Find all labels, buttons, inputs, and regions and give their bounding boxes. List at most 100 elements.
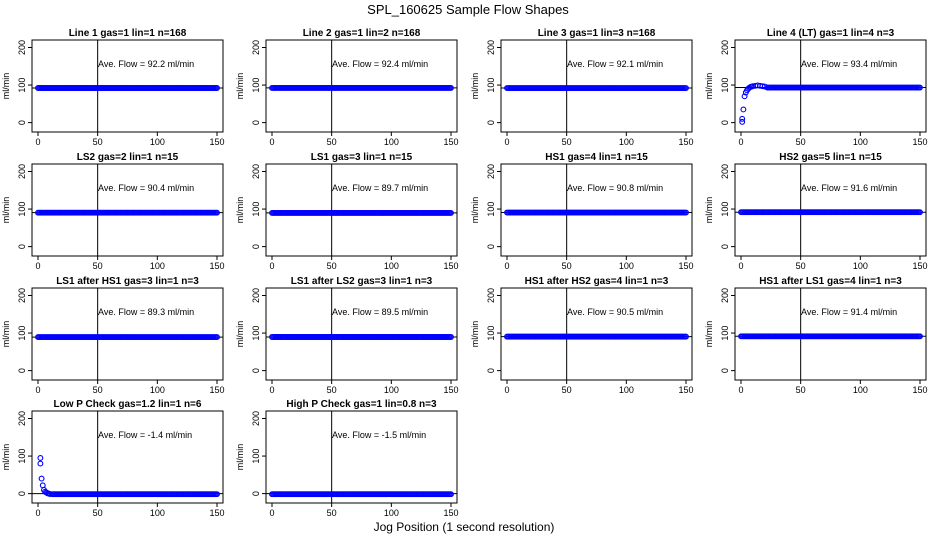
plot-frame [734,287,927,381]
y-tick-label: 200 [251,40,261,55]
x-tick-label: 50 [327,137,337,147]
y-tick-label: 100 [251,202,261,217]
panel-12: HS1 after LS1 gas=4 lin=1 n=3 ml/min 0 100 2… [704,276,928,395]
average-flow-annotation: Ave. Flow = 91.4 ml/min [801,307,897,317]
average-flow-annotation: Ave. Flow = 90.4 ml/min [98,183,194,193]
data-point [739,118,746,125]
x-tick-label: 150 [443,261,458,271]
y-tick-label: 200 [251,164,261,179]
y-tick-label: 200 [17,40,27,55]
panel-title: HS2 gas=5 lin=1 n=15 [779,152,882,163]
x-tick-label: 100 [384,508,399,518]
y-axis-label: ml/min [704,73,714,100]
y-axis-label: ml/min [470,197,480,224]
x-tick-label: 100 [853,261,868,271]
x-tick-label: 100 [384,137,399,147]
x-tick-label: 0 [35,508,40,518]
average-flow-annotation: Ave. Flow = 93.4 ml/min [801,59,897,69]
average-flow-annotation: Ave. Flow = 92.4 ml/min [332,59,428,69]
panel-title: Line 4 (LT) gas=1 lin=4 n=3 [767,28,895,39]
x-tick-label: 50 [796,137,806,147]
y-tick-label: 200 [17,164,27,179]
average-flow-annotation: Ave. Flow = 91.6 ml/min [801,183,897,193]
plot-frame [734,163,927,257]
plot-frame [265,287,458,381]
plot-frame [500,287,693,381]
y-tick-label: 0 [486,368,496,373]
x-tick-label: 0 [35,261,40,271]
y-tick-label: 0 [251,491,261,496]
average-flow-annotation: Ave. Flow = 92.1 ml/min [567,59,663,69]
y-axis-label: ml/min [1,444,11,471]
x-tick-label: 150 [209,385,224,395]
x-tick-label: 100 [619,385,634,395]
y-tick-label: 100 [17,326,27,341]
y-tick-label: 0 [720,368,730,373]
y-tick-label: 200 [720,40,730,55]
panel-title: HS1 after LS1 gas=4 lin=1 n=3 [759,276,902,287]
x-tick-label: 50 [796,261,806,271]
y-tick-label: 0 [17,244,27,249]
y-tick-label: 100 [486,202,496,217]
panel-title: Low P Check gas=1.2 lin=1 n=6 [54,399,202,410]
panel-title: LS1 gas=3 lin=1 n=15 [311,152,413,163]
y-axis-label: ml/min [235,197,245,224]
x-tick-label: 50 [327,385,337,395]
y-tick-label: 200 [251,411,261,426]
x-tick-label: 150 [678,385,693,395]
data-point [448,84,454,91]
x-tick-label: 150 [912,385,927,395]
x-tick-label: 50 [562,261,572,271]
plot-frame [500,163,693,257]
data-point [37,460,44,467]
x-tick-label: 0 [738,137,743,147]
panel-title: LS2 gas=2 lin=1 n=15 [77,152,179,163]
average-flow-annotation: Ave. Flow = -1.5 ml/min [332,430,426,440]
x-tick-label: 50 [562,385,572,395]
data-point [448,209,454,216]
x-tick-label: 100 [150,385,165,395]
panel-10: LS1 after LS2 gas=3 lin=1 n=3 ml/min 0 100 2… [235,276,459,395]
x-tick-label: 0 [269,508,274,518]
y-tick-label: 100 [720,202,730,217]
x-tick-label: 100 [853,385,868,395]
x-tick-label: 150 [678,137,693,147]
x-tick-label: 100 [150,508,165,518]
panel-5: LS2 gas=2 lin=1 n=15 ml/min 0 100 200 0 50 100 1… [1,152,225,271]
y-tick-label: 0 [17,491,27,496]
y-tick-label: 100 [251,326,261,341]
plot-frame [500,39,693,133]
average-flow-annotation: Ave. Flow = -1.4 ml/min [98,430,192,440]
y-tick-label: 200 [486,164,496,179]
panel-2: Line 2 gas=1 lin=2 n=168 ml/min 0 100 200 0 50… [235,28,459,147]
x-tick-label: 150 [209,137,224,147]
data-point [917,209,923,216]
y-tick-label: 0 [251,244,261,249]
y-tick-label: 200 [486,288,496,303]
panel-title: Line 2 gas=1 lin=2 n=168 [303,28,421,39]
x-tick-label: 150 [912,261,927,271]
panel-8: HS2 gas=5 lin=1 n=15 ml/min 0 100 200 0 50 100 1… [704,152,928,271]
y-tick-label: 100 [251,449,261,464]
x-tick-label: 50 [796,385,806,395]
plot-frame [265,163,458,257]
panel-13: Low P Check gas=1.2 lin=1 n=6 ml/min 0 100 2… [1,399,225,518]
y-tick-label: 100 [486,326,496,341]
y-axis-label: ml/min [704,321,714,348]
x-tick-label: 0 [504,261,509,271]
x-tick-label: 100 [150,137,165,147]
y-tick-label: 100 [17,78,27,93]
data-point [448,334,454,340]
data-point [917,84,923,91]
y-tick-label: 200 [17,411,27,426]
y-tick-label: 100 [720,78,730,93]
panel-title: LS1 after LS2 gas=3 lin=1 n=3 [291,276,433,287]
y-axis-label: ml/min [235,73,245,100]
x-tick-label: 50 [562,137,572,147]
y-axis-label: ml/min [1,197,11,224]
panel-11: HS1 after HS2 gas=4 lin=1 n=3 ml/min 0 100 2… [470,276,694,395]
x-tick-label: 100 [619,137,634,147]
y-axis-label: ml/min [235,321,245,348]
y-tick-label: 200 [17,288,27,303]
